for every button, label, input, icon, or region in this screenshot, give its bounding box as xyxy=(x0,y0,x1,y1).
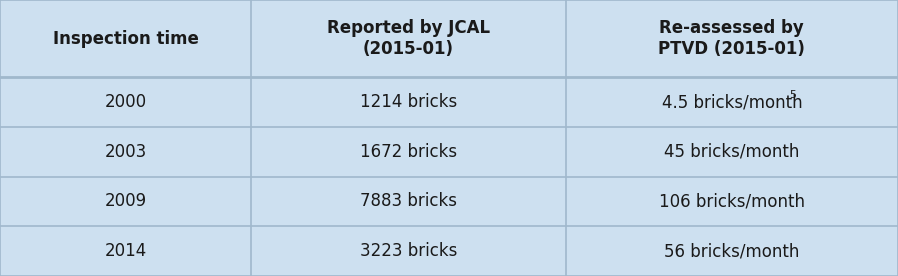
Text: 7883 bricks: 7883 bricks xyxy=(360,192,457,211)
Text: 56 bricks/month: 56 bricks/month xyxy=(665,242,799,260)
Text: 106 bricks/month: 106 bricks/month xyxy=(659,192,805,211)
Text: 2003: 2003 xyxy=(104,143,147,161)
Text: Inspection time: Inspection time xyxy=(53,30,198,48)
Text: 2009: 2009 xyxy=(105,192,146,211)
Text: 2000: 2000 xyxy=(105,93,146,111)
Text: 1672 bricks: 1672 bricks xyxy=(360,143,457,161)
Text: 4.5 bricks/month: 4.5 bricks/month xyxy=(662,93,802,111)
Text: 3223 bricks: 3223 bricks xyxy=(360,242,457,260)
Text: Re-assessed by
PTVD (2015-01): Re-assessed by PTVD (2015-01) xyxy=(658,19,806,58)
Text: Reported by JCAL
(2015-01): Reported by JCAL (2015-01) xyxy=(327,19,490,58)
Text: 5: 5 xyxy=(789,90,797,100)
Text: 1214 bricks: 1214 bricks xyxy=(360,93,457,111)
Text: 2014: 2014 xyxy=(104,242,147,260)
Text: 45 bricks/month: 45 bricks/month xyxy=(665,143,799,161)
